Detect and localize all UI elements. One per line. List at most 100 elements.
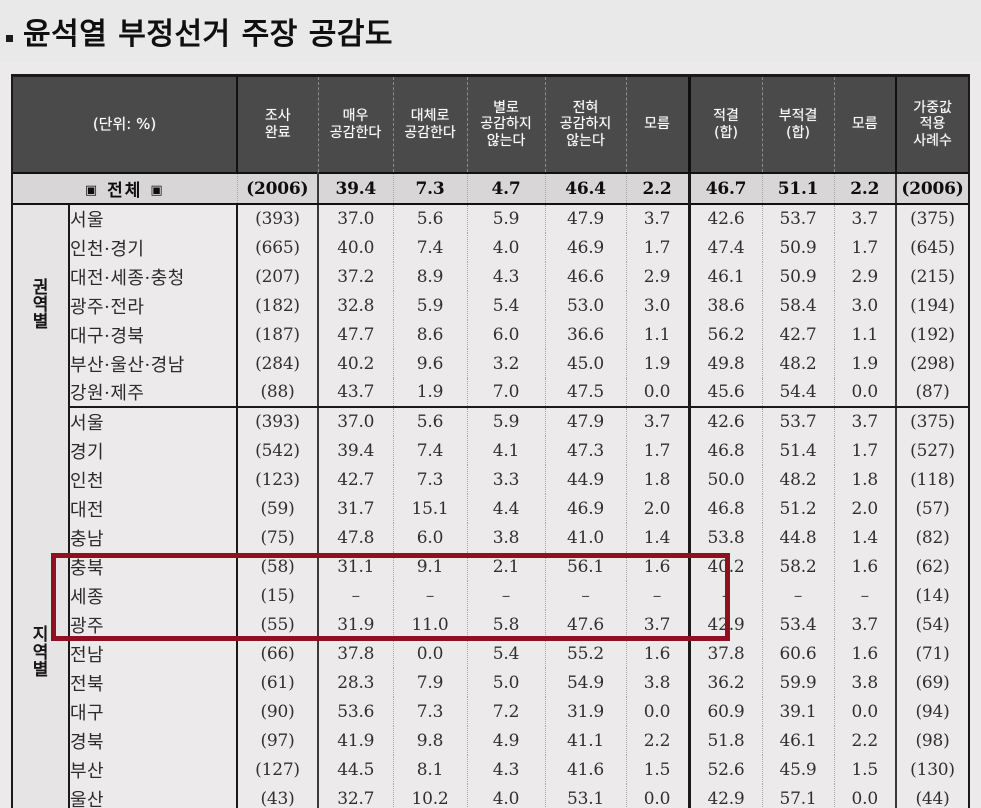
row-대전-cell-8: 2.0: [834, 494, 898, 523]
row-대구·경북-cell-3: 6.0: [467, 320, 546, 349]
row-서울-cell-4: 47.9: [545, 407, 627, 436]
row-대전·세종·충청-cell-6: 46.1: [687, 262, 763, 291]
row-광주·전라-cell-9: (194): [896, 291, 968, 320]
row-인천·경기-cell-1: 40.0: [318, 233, 394, 262]
row-전남-cell-5: 1.6: [626, 639, 691, 668]
row-전북-cell-2: 7.9: [393, 668, 468, 697]
row-대구·경북-cell-0: (187): [237, 320, 320, 349]
row-서울-cell-4: 47.9: [545, 204, 627, 233]
row-충북-cell-4: 56.1: [545, 552, 627, 581]
row-울산-cell-3: 4.0: [467, 784, 546, 808]
row-대구·경북-cell-1: 47.7: [318, 320, 394, 349]
row-충남-cell-5: 1.4: [626, 523, 691, 552]
row-충북-cell-9: (62): [896, 552, 968, 581]
row-충북-cell-3: 2.1: [467, 552, 546, 581]
row-부산-cell-6: 52.6: [687, 755, 763, 784]
row-충남-cell-8: 1.4: [834, 523, 898, 552]
table-row: 대전 (59) 31.7 15.1 4.4 46.9 2.0 46.8 51.2 2.0 (57): [13, 494, 968, 523]
row-인천·경기-cell-2: 7.4: [393, 233, 468, 262]
row-대구-cell-4: 31.9: [545, 697, 627, 726]
row-세종-cell-7: –: [762, 581, 835, 610]
row-인천·경기-cell-9: (645): [896, 233, 968, 262]
row-경기-cell-6: 46.8: [687, 436, 763, 465]
header-col-5: 모름: [626, 77, 691, 173]
row-충북-cell-1: 31.1: [318, 552, 394, 581]
table-row: 인천·경기 (665) 40.0 7.4 4.0 46.9 1.7 47.4 50.9 1.7 (6…: [13, 233, 968, 262]
table-row: 부산 (127) 44.5 8.1 4.3 41.6 1.5 52.6 45.9 1.5 (130): [13, 755, 968, 784]
row-광주-cell-6: 42.9: [687, 610, 763, 639]
row-인천·경기-cell-0: (665): [237, 233, 320, 262]
row-대전·세종·충청-cell-5: 2.9: [626, 262, 691, 291]
row-광주-cell-2: 11.0: [393, 610, 468, 639]
row-세종-cell-8: –: [834, 581, 898, 610]
row-전북-cell-9: (69): [896, 668, 968, 697]
total-row-cell-6: 46.7: [687, 172, 763, 205]
row-대전·세종·충청-cell-0: (207): [237, 262, 320, 291]
row-강원·제주-cell-2: 1.9: [393, 378, 468, 408]
row-충남-cell-4: 41.0: [545, 523, 627, 552]
table-row: 지역별 서울 (393) 37.0 5.6 5.9 47.9 3.7 42.6 53.7 3.7 (3…: [13, 407, 968, 808]
row-경북-cell-5: 2.2: [626, 726, 691, 755]
row-충남-cell-9: (82): [896, 523, 968, 552]
row-세종-cell-5: –: [626, 581, 691, 610]
row-광주·전라-cell-3: 5.4: [467, 291, 546, 320]
section-label-region-detail: 지역별: [13, 407, 70, 808]
row-서울-cell-7: 53.7: [762, 204, 835, 233]
section-label-region-group: 권역별: [13, 204, 70, 407]
row-경기-cell-1: 39.4: [318, 436, 394, 465]
row-서울-cell-1: 37.0: [318, 407, 394, 436]
row-광주·전라-cell-2: 5.9: [393, 291, 468, 320]
row-전북-cell-0: (61): [237, 668, 320, 697]
header-col-3: 별로 공감하지 않는다: [467, 77, 546, 173]
row-울산-cell-1: 32.7: [318, 784, 394, 808]
table-row: 권역별 서울 (393) 37.0 5.6 5.9 47.9 3.7 42.6 53.7 3.7 (3…: [13, 204, 968, 407]
row-충북-cell-7: 58.2: [762, 552, 835, 581]
row-label: 광주: [69, 610, 239, 639]
row-대구-cell-2: 7.3: [393, 697, 468, 726]
row-울산-cell-9: (44): [896, 784, 968, 808]
row-부산-cell-9: (130): [896, 755, 968, 784]
row-충남-cell-7: 44.8: [762, 523, 835, 552]
row-강원·제주-cell-1: 43.7: [318, 378, 394, 408]
row-label: 대구: [69, 697, 239, 726]
table-row: 대전·세종·충청 (207) 37.2 8.9 4.3 46.6 2.9 46.1 50.9 2.…: [13, 262, 968, 291]
row-충북-cell-0: (58): [237, 552, 320, 581]
row-대전-cell-6: 46.8: [687, 494, 763, 523]
row-서울-cell-1: 37.0: [318, 204, 394, 233]
row-울산-cell-7: 57.1: [762, 784, 835, 808]
row-경북-cell-4: 41.1: [545, 726, 627, 755]
row-광주-cell-9: (54): [896, 610, 968, 639]
row-대구-cell-3: 7.2: [467, 697, 546, 726]
row-대구-cell-0: (90): [237, 697, 320, 726]
row-부산·울산·경남-cell-5: 1.9: [626, 349, 691, 378]
row-광주-cell-7: 53.4: [762, 610, 835, 639]
row-대전-cell-9: (57): [896, 494, 968, 523]
row-세종-cell-4: –: [545, 581, 627, 610]
row-인천-cell-9: (118): [896, 465, 968, 494]
row-대전-cell-4: 46.9: [545, 494, 627, 523]
row-인천-cell-3: 3.3: [467, 465, 546, 494]
table-row: 강원·제주 (88) 43.7 1.9 7.0 47.5 0.0 45.6 54.4 0.0 (87…: [13, 378, 968, 408]
table-row-total: ▣ 전체 ▣ (2006) 39.4 7.3 4.7 46.4 2.2 46.7 51.1 2.2…: [13, 172, 968, 205]
row-충남-cell-1: 47.8: [318, 523, 394, 552]
table-row: 전북 (61) 28.3 7.9 5.0 54.9 3.8 36.2 59.9 3.8 (69): [13, 668, 968, 697]
row-광주·전라-cell-0: (182): [237, 291, 320, 320]
row-서울-cell-6: 42.6: [687, 407, 763, 436]
table-row: 전남 (66) 37.8 0.0 5.4 55.2 1.6 37.8 60.6 1.6 (71): [13, 639, 968, 668]
row-경기-cell-2: 7.4: [393, 436, 468, 465]
row-label: 충북: [69, 552, 239, 581]
page-title: 윤석열 부정선거 주장 공감도: [0, 0, 981, 62]
row-광주·전라-cell-7: 58.4: [762, 291, 835, 320]
table-row: 충북 (58) 31.1 9.1 2.1 56.1 1.6 40.2 58.2 1.6 (62): [13, 552, 968, 581]
row-대구·경북-cell-8: 1.1: [834, 320, 898, 349]
row-인천-cell-4: 44.9: [545, 465, 627, 494]
row-충남-cell-0: (75): [237, 523, 320, 552]
row-전남-cell-2: 0.0: [393, 639, 468, 668]
row-충남-cell-6: 53.8: [687, 523, 763, 552]
row-대전·세종·충청-cell-8: 2.9: [834, 262, 898, 291]
row-대구-cell-1: 53.6: [318, 697, 394, 726]
